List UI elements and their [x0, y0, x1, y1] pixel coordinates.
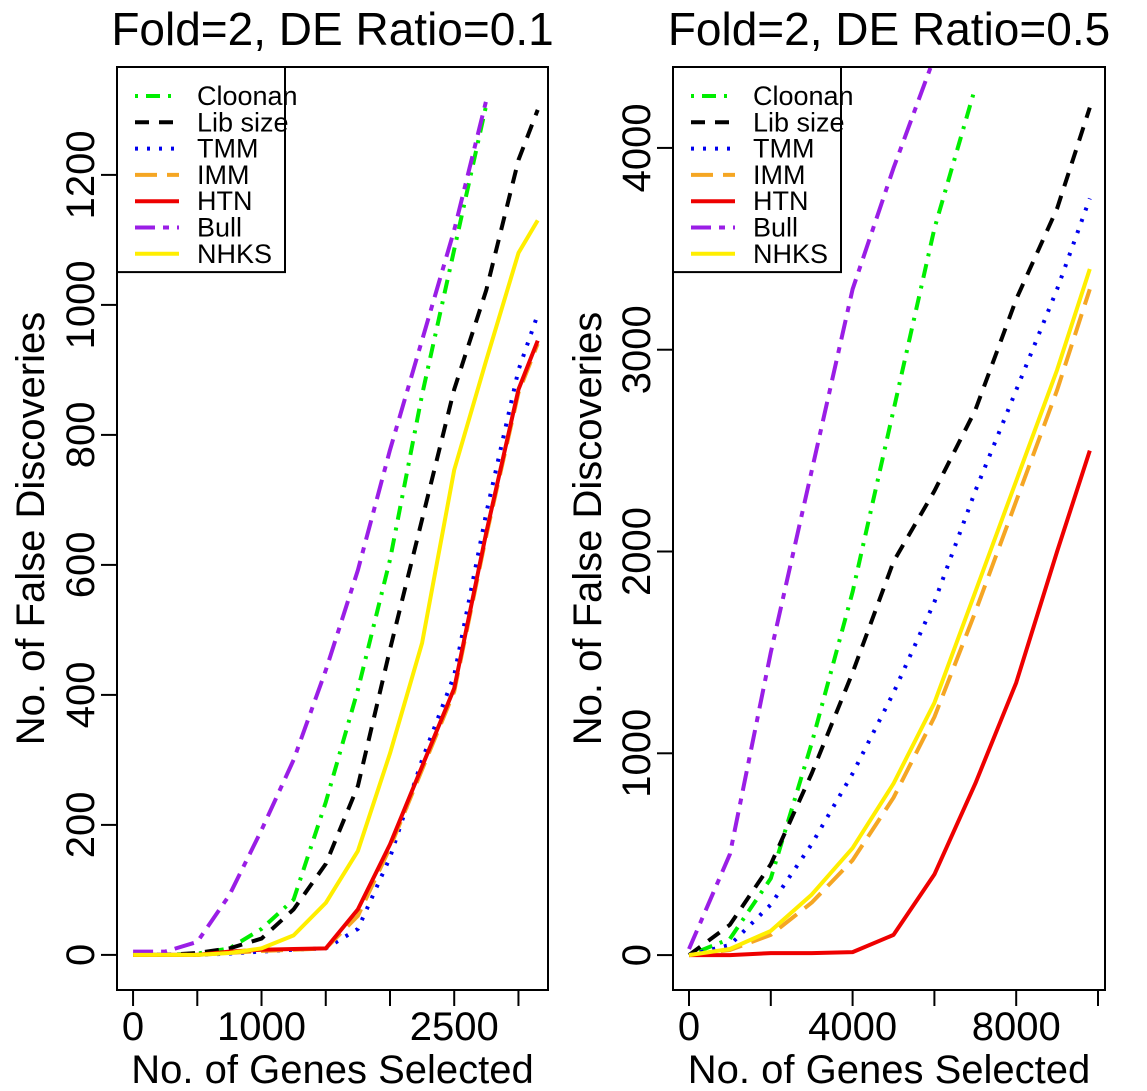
series-line — [133, 343, 540, 957]
series-line — [133, 109, 540, 957]
panel: Fold=2, DE Ratio=0.5 No. of Genes Selecte… — [566, 3, 1110, 1091]
y-tick-label: 2000 — [615, 507, 659, 596]
series-line — [688, 268, 1092, 958]
panel: Fold=2, DE Ratio=0.1 No. of Genes Selecte… — [9, 3, 554, 1091]
plot-frame — [672, 66, 1106, 991]
legend-label: Cloonan — [753, 81, 854, 111]
y-axis-label: No. of False Discoveries — [566, 312, 610, 745]
series-line — [133, 339, 540, 957]
y-tick-label: 200 — [59, 792, 103, 859]
series-line — [687, 67, 933, 950]
legend-label: Bull — [197, 213, 242, 243]
y-tick-label: 1200 — [59, 130, 103, 219]
y-tick-label: 0 — [615, 944, 659, 966]
legend-box — [116, 66, 286, 274]
x-tick-label: 4000 — [808, 1005, 897, 1049]
y-tick-label: 400 — [59, 662, 103, 729]
legend-box — [672, 66, 842, 274]
y-tick-label: 800 — [59, 402, 103, 469]
legend-label: Cloonan — [197, 81, 298, 111]
x-axis-label: No. of Genes Selected — [131, 1048, 533, 1091]
series-line — [688, 288, 1092, 958]
y-tick-label: 1000 — [59, 260, 103, 349]
series-line — [687, 106, 1092, 957]
x-tick-label: 0 — [122, 1005, 144, 1049]
y-tick-label: 0 — [59, 944, 103, 966]
y-tick-label: 4000 — [615, 103, 659, 192]
series-line — [133, 219, 540, 957]
plot-frame — [116, 66, 549, 991]
legend-label: Lib size — [197, 107, 289, 137]
legend-label: NHKS — [753, 239, 828, 269]
series-line — [133, 313, 540, 957]
y-tick-label: 3000 — [615, 305, 659, 394]
series-line — [688, 86, 978, 957]
y-tick-label: 600 — [59, 532, 103, 599]
plot-area — [133, 99, 540, 957]
legend-label: HTN — [197, 186, 253, 216]
legend-label: HTN — [753, 186, 809, 216]
chart-title: Fold=2, DE Ratio=0.5 — [668, 3, 1110, 55]
series-line — [133, 99, 489, 954]
x-tick-label: 2500 — [410, 1005, 499, 1049]
x-tick-label: 8000 — [972, 1005, 1061, 1049]
y-tick-label: 1000 — [615, 709, 659, 798]
legend-label: TMM — [753, 134, 814, 164]
x-axis-label: No. of Genes Selected — [688, 1048, 1090, 1091]
y-axis-label: No. of False Discoveries — [9, 312, 53, 745]
legend-label: NHKS — [197, 239, 272, 269]
chart-title: Fold=2, DE Ratio=0.1 — [111, 3, 553, 55]
series-line — [689, 449, 1092, 958]
legend-label: IMM — [197, 160, 249, 190]
legend-label: TMM — [197, 134, 258, 164]
legend-label: Lib size — [753, 107, 845, 137]
legend-label: Bull — [753, 213, 798, 243]
x-tick-label: 0 — [678, 1005, 700, 1049]
x-tick-label: 1000 — [217, 1005, 306, 1049]
plot-area — [687, 67, 1092, 958]
legend-label: IMM — [753, 160, 805, 190]
